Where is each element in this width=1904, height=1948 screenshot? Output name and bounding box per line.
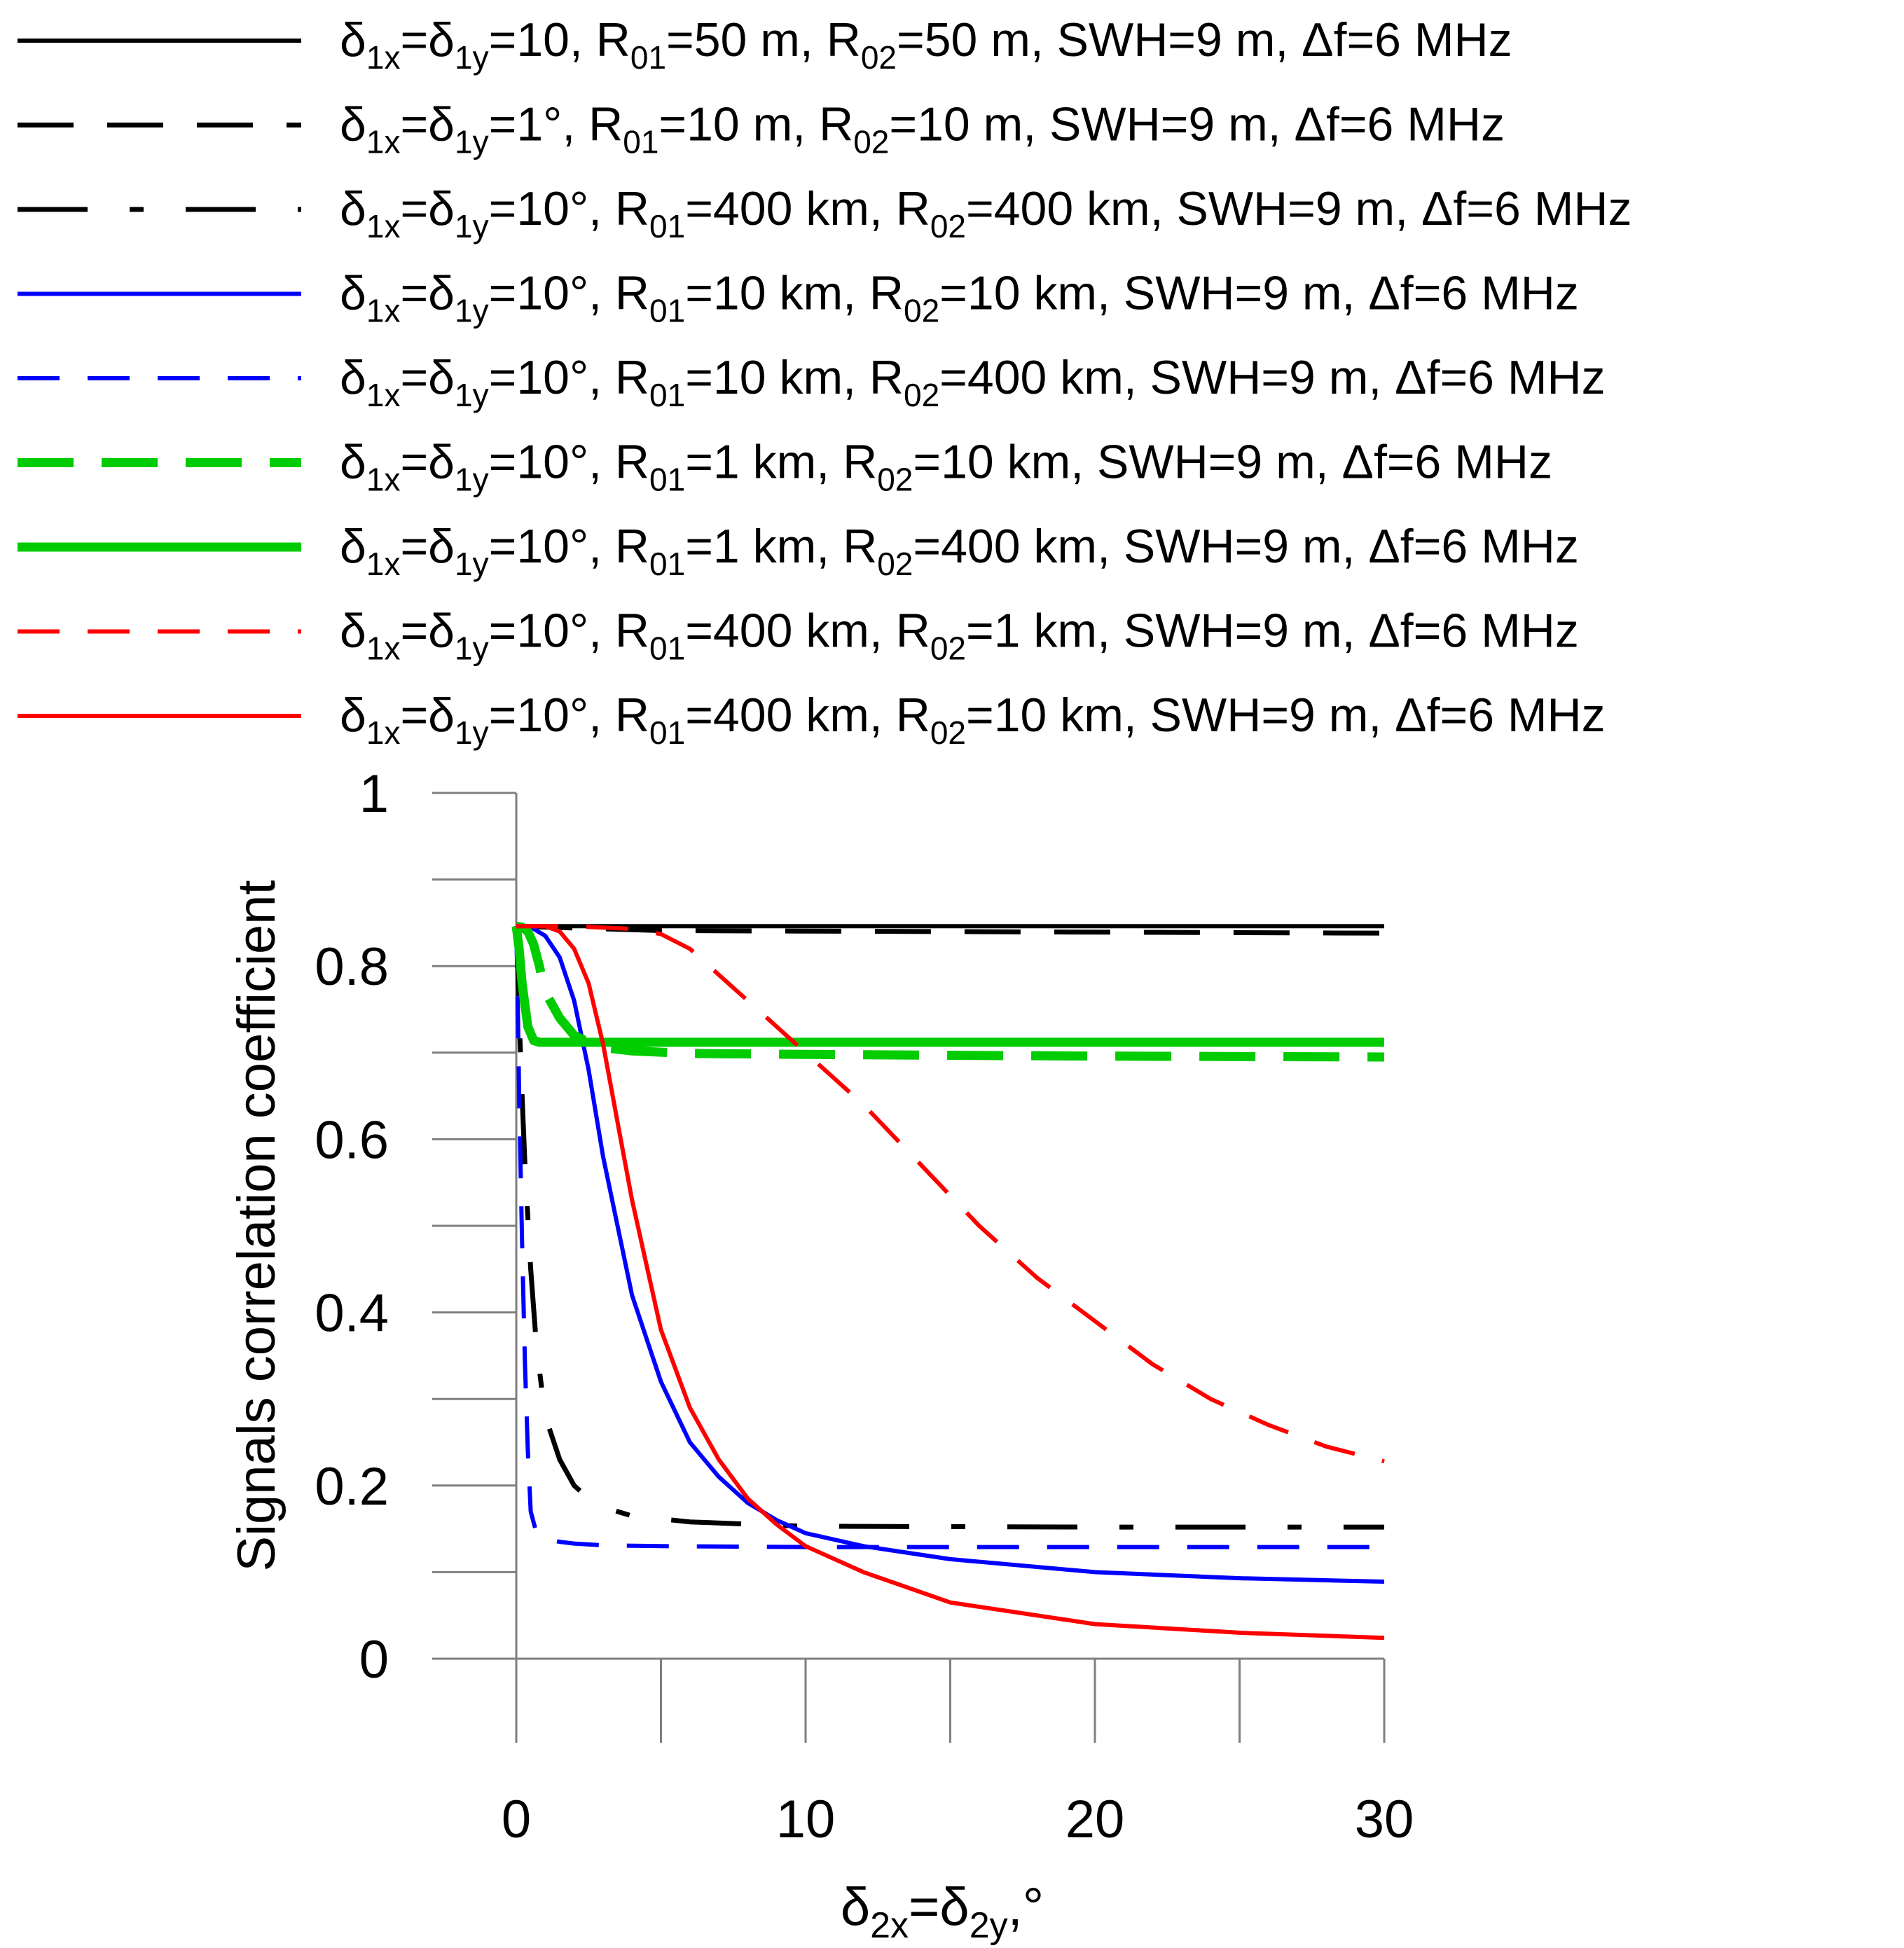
legend-label-1: δ1x=δ1y=10, R01=50 m, R02=50 m, SWH=9 m,… xyxy=(340,13,1512,76)
legend-label-6: δ1x=δ1y=10°, R01=1 km, R02=10 km, SWH=9 … xyxy=(340,436,1552,498)
legend-label-8: δ1x=δ1y=10°, R01=400 km, R02=1 km, SWH=9… xyxy=(340,605,1579,667)
y-tick-label: 0.8 xyxy=(315,937,389,997)
legend-label-4: δ1x=δ1y=10°, R01=10 km, R02=10 km, SWH=9… xyxy=(340,267,1579,329)
x-tick-label: 20 xyxy=(1065,1790,1125,1849)
axes xyxy=(432,792,1386,1743)
series-line-5 xyxy=(514,926,1384,1549)
y-tick-label: 0.2 xyxy=(315,1457,389,1517)
y-axis-title: Signals correlation coefficient xyxy=(227,880,287,1571)
legend-label-2: δ1x=δ1y=1°, R01=10 m, R02=10 m, SWH=9 m,… xyxy=(340,98,1505,160)
y-tick-label: 1 xyxy=(359,764,389,824)
legend-label-3: δ1x=δ1y=10°, R01=400 km, R02=400 km, SWH… xyxy=(340,182,1631,244)
y-tick-label: 0.6 xyxy=(315,1110,389,1170)
x-tick-label: 30 xyxy=(1355,1790,1414,1849)
legend-label-7: δ1x=δ1y=10°, R01=1 km, R02=400 km, SWH=9… xyxy=(340,520,1579,582)
series-line-9 xyxy=(516,924,1385,1640)
legend-label-5: δ1x=δ1y=10°, R01=10 km, R02=400 km, SWH=… xyxy=(340,351,1606,413)
legend-label-9: δ1x=δ1y=10°, R01=400 km, R02=10 km, SWH=… xyxy=(340,689,1606,751)
x-tick-label: 0 xyxy=(502,1790,531,1849)
y-tick-label: 0.4 xyxy=(315,1284,389,1343)
y-tick-label: 0 xyxy=(359,1630,389,1690)
legend: δ1x=δ1y=10, R01=50 m, R02=50 m, SWH=9 m,… xyxy=(18,13,1631,751)
plot-area xyxy=(432,792,1386,1743)
series-line-6 xyxy=(515,921,1385,1062)
x-tick-label: 10 xyxy=(776,1790,836,1849)
series-layer xyxy=(511,921,1385,1640)
series-line-7 xyxy=(511,925,1384,1047)
series-line-4 xyxy=(516,924,1385,1584)
series-line-8 xyxy=(516,924,1385,1464)
series-line-3 xyxy=(513,926,1384,1530)
x-axis-title: δ2x=δ2y,° xyxy=(841,1877,1044,1946)
